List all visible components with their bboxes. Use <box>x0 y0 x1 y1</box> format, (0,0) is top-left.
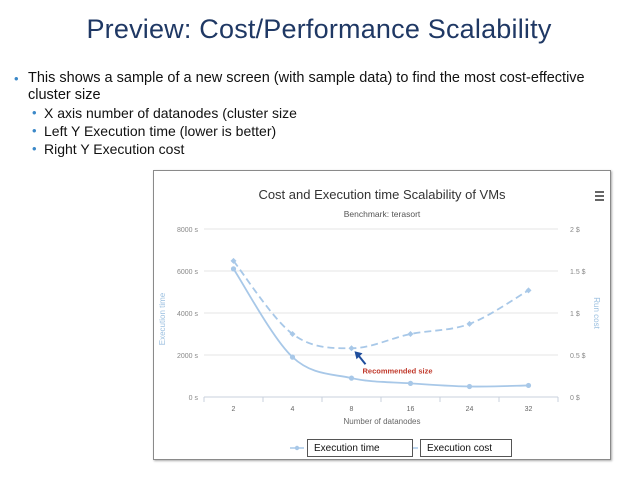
bullet-dot-icon: • <box>32 105 37 120</box>
data-point-execution-cost <box>230 257 237 264</box>
hamburger-menu-icon[interactable] <box>595 191 604 201</box>
x-tick-label: 32 <box>525 406 533 413</box>
data-point-execution-cost <box>525 287 532 294</box>
y-right-tick-label: 2 $ <box>570 227 580 234</box>
data-point-execution-cost <box>466 320 473 327</box>
x-tick-label: 24 <box>466 406 474 413</box>
annotation-label: Recommended size <box>363 366 433 375</box>
sub-bullet: • Left Y Execution time (lower is better… <box>32 122 614 140</box>
series-line-execution-cost <box>232 260 529 350</box>
y-right-tick-label: 1.5 $ <box>570 269 586 276</box>
data-point-execution-time <box>525 382 532 389</box>
data-point-execution-time <box>289 354 296 360</box>
data-point-execution-cost <box>407 331 414 337</box>
y-tick-label: 6000 s <box>177 269 199 276</box>
y-right-tick-label: 0 $ <box>570 395 580 402</box>
y-right-tick-label: 0.5 $ <box>570 353 586 360</box>
sub-bullet: • X axis number of datanodes (cluster si… <box>32 104 614 122</box>
y-tick-label: 2000 s <box>177 353 199 360</box>
y-axis-label: Execution time <box>158 292 167 345</box>
data-point-execution-time <box>407 380 414 386</box>
bullet-main: • This shows a sample of a new screen (w… <box>14 70 614 104</box>
bullet-dot-icon: • <box>32 123 37 138</box>
sub-bullet-text: Left Y Execution time (lower is better) <box>44 123 277 139</box>
y-tick-label: 4000 s <box>177 311 199 318</box>
y-tick-label: 8000 s <box>177 227 199 234</box>
annotation-arrow-head <box>354 351 363 360</box>
chart-screenshot: Cost and Execution time Scalability of V… <box>153 170 611 460</box>
legend-execution-time[interactable]: Execution time <box>307 439 413 457</box>
y-right-tick-label: 1 $ <box>570 311 580 318</box>
x-tick-label: 4 <box>291 406 295 413</box>
x-tick-label: 16 <box>407 406 415 413</box>
chart-canvas: Cost and Execution time Scalability of V… <box>158 187 604 451</box>
legend-execution-time-marker <box>290 445 304 451</box>
bullet-main-text: This shows a sample of a new screen (wit… <box>28 70 585 103</box>
sub-bullet: • Right Y Execution cost <box>32 140 614 158</box>
bullet-dot-icon: • <box>32 141 37 156</box>
x-axis-label: Number of datanodes <box>344 417 421 426</box>
chart-title: Cost and Execution time Scalability of V… <box>258 187 506 202</box>
bullet-list: • This shows a sample of a new screen (w… <box>14 70 614 158</box>
data-point-execution-time <box>230 266 237 272</box>
sub-bullet-text: Right Y Execution cost <box>44 141 185 157</box>
x-tick-label: 8 <box>350 406 354 413</box>
chart-subtitle: Benchmark: terasort <box>344 209 421 219</box>
data-point-execution-cost <box>348 345 355 352</box>
sub-bullet-text: X axis number of datanodes (cluster size <box>44 105 297 121</box>
legend-execution-cost[interactable]: Execution cost <box>420 439 512 457</box>
bullet-dot-icon: • <box>14 71 19 86</box>
data-point-execution-cost <box>289 331 296 337</box>
y-tick-label: 0 s <box>189 395 199 402</box>
data-point-execution-time <box>466 383 473 390</box>
slide-title: Preview: Cost/Performance Scalability <box>86 14 552 44</box>
data-point-execution-time <box>348 375 355 381</box>
y-right-axis-label: Run cost <box>592 297 601 329</box>
x-tick-label: 2 <box>232 406 236 413</box>
